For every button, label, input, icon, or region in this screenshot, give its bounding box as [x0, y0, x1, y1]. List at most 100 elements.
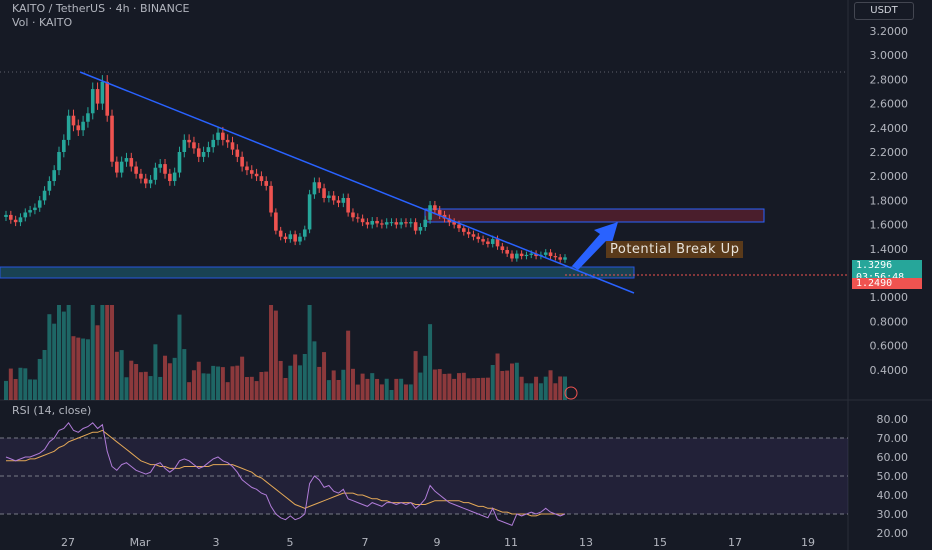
candle-body — [100, 81, 105, 104]
volume-bar — [432, 369, 437, 400]
volume-bar — [66, 305, 71, 400]
symbol-title: KAITO / TetherUS · 4h · BINANCE — [12, 2, 190, 15]
time-tick-label: 17 — [728, 536, 742, 549]
price-tick-label: 2.6000 — [870, 98, 909, 111]
candle-body — [182, 139, 187, 152]
volume-bar — [466, 378, 471, 400]
volume-bar — [529, 383, 534, 400]
price-tick-label: 2.0000 — [870, 170, 909, 183]
candle-body — [274, 212, 278, 231]
candle-body — [163, 164, 167, 174]
candle-body — [476, 236, 481, 240]
time-tick-label: 5 — [287, 536, 294, 549]
candle-body — [404, 222, 408, 224]
support-zone-box — [0, 266, 635, 279]
price-tick-label: 1.0000 — [870, 291, 909, 304]
volume-bar — [317, 366, 322, 400]
volume-bar — [100, 305, 105, 400]
candle-body — [259, 176, 264, 182]
volume-bar — [129, 360, 134, 400]
candle-body — [355, 217, 360, 219]
volume-bar — [312, 341, 317, 400]
volume-bar — [283, 378, 288, 400]
rsi-tick-label: 80.00 — [877, 413, 909, 426]
volume-bar — [437, 369, 442, 400]
currency-button[interactable]: USDT — [854, 2, 914, 20]
volume-bar — [143, 371, 148, 400]
volume-label: Vol · KAITO — [12, 16, 73, 29]
volume-bar — [211, 365, 216, 400]
volume-bar — [394, 378, 399, 400]
candle-body — [95, 89, 100, 104]
volume-bar — [18, 367, 23, 400]
breakout-arrow — [572, 222, 618, 270]
volume-bar — [278, 360, 283, 400]
candle-body — [519, 253, 524, 257]
candle-body — [543, 252, 548, 255]
candle-body — [221, 132, 225, 140]
candle-body — [389, 222, 394, 224]
volume-bar — [105, 305, 110, 400]
rsi-tick-label: 70.00 — [877, 432, 909, 445]
candle-body — [433, 205, 437, 211]
volume-bar — [95, 325, 100, 400]
volume-bar — [124, 377, 129, 400]
candle-body — [375, 220, 379, 224]
candle-body — [249, 170, 254, 174]
candle-body — [490, 239, 495, 244]
volume-bar — [297, 365, 302, 400]
volume-bar — [341, 369, 346, 400]
volume-bar — [172, 357, 177, 400]
candle-body — [4, 214, 8, 217]
candle-body — [563, 257, 567, 260]
candle-body — [408, 222, 413, 224]
candle-body — [81, 121, 85, 131]
candle-body — [452, 222, 456, 225]
candle-body — [529, 253, 534, 255]
candle-body — [192, 142, 196, 149]
candle-body — [134, 166, 138, 174]
candle-body — [384, 222, 389, 225]
annotation-text: Potential Break Up — [610, 242, 740, 257]
volume-bar — [452, 378, 457, 400]
volume-bar — [471, 378, 476, 400]
time-tick-label: 15 — [653, 536, 667, 549]
volume-bar — [163, 355, 168, 400]
volume-bar — [206, 373, 211, 400]
candle-body — [428, 205, 432, 220]
volume-bar — [201, 373, 206, 400]
volume-bar — [302, 354, 307, 400]
candle-body — [462, 228, 466, 232]
volume-bar — [119, 350, 124, 400]
candle-body — [9, 214, 13, 220]
price-tick-label: 3.0000 — [870, 49, 909, 62]
candle-body — [86, 113, 90, 122]
candle-body — [534, 253, 538, 257]
volume-bar — [158, 376, 163, 400]
candle-body — [317, 182, 322, 189]
volume-bar — [230, 366, 235, 400]
candle-body — [62, 139, 66, 152]
volume-bar — [534, 376, 539, 400]
volume-bar — [264, 371, 269, 400]
candle-body — [471, 234, 476, 237]
volume-bar — [365, 378, 370, 400]
volume-bar — [13, 379, 18, 400]
candle-body — [351, 212, 355, 218]
volume-bar — [288, 365, 293, 400]
candle-body — [37, 200, 42, 208]
candle-body — [346, 197, 350, 213]
candle-body — [201, 152, 206, 157]
candle-body — [254, 173, 259, 177]
volume-bar — [408, 384, 413, 400]
candle-body — [370, 220, 375, 225]
candle-body — [28, 210, 32, 213]
volume-bar — [447, 373, 452, 400]
volume-bar — [8, 368, 13, 400]
candle-body — [245, 166, 249, 171]
volume-bar — [134, 364, 139, 400]
rsi-tick-label: 40.00 — [877, 489, 909, 502]
candle-body — [399, 222, 403, 225]
candle-body — [57, 152, 61, 171]
